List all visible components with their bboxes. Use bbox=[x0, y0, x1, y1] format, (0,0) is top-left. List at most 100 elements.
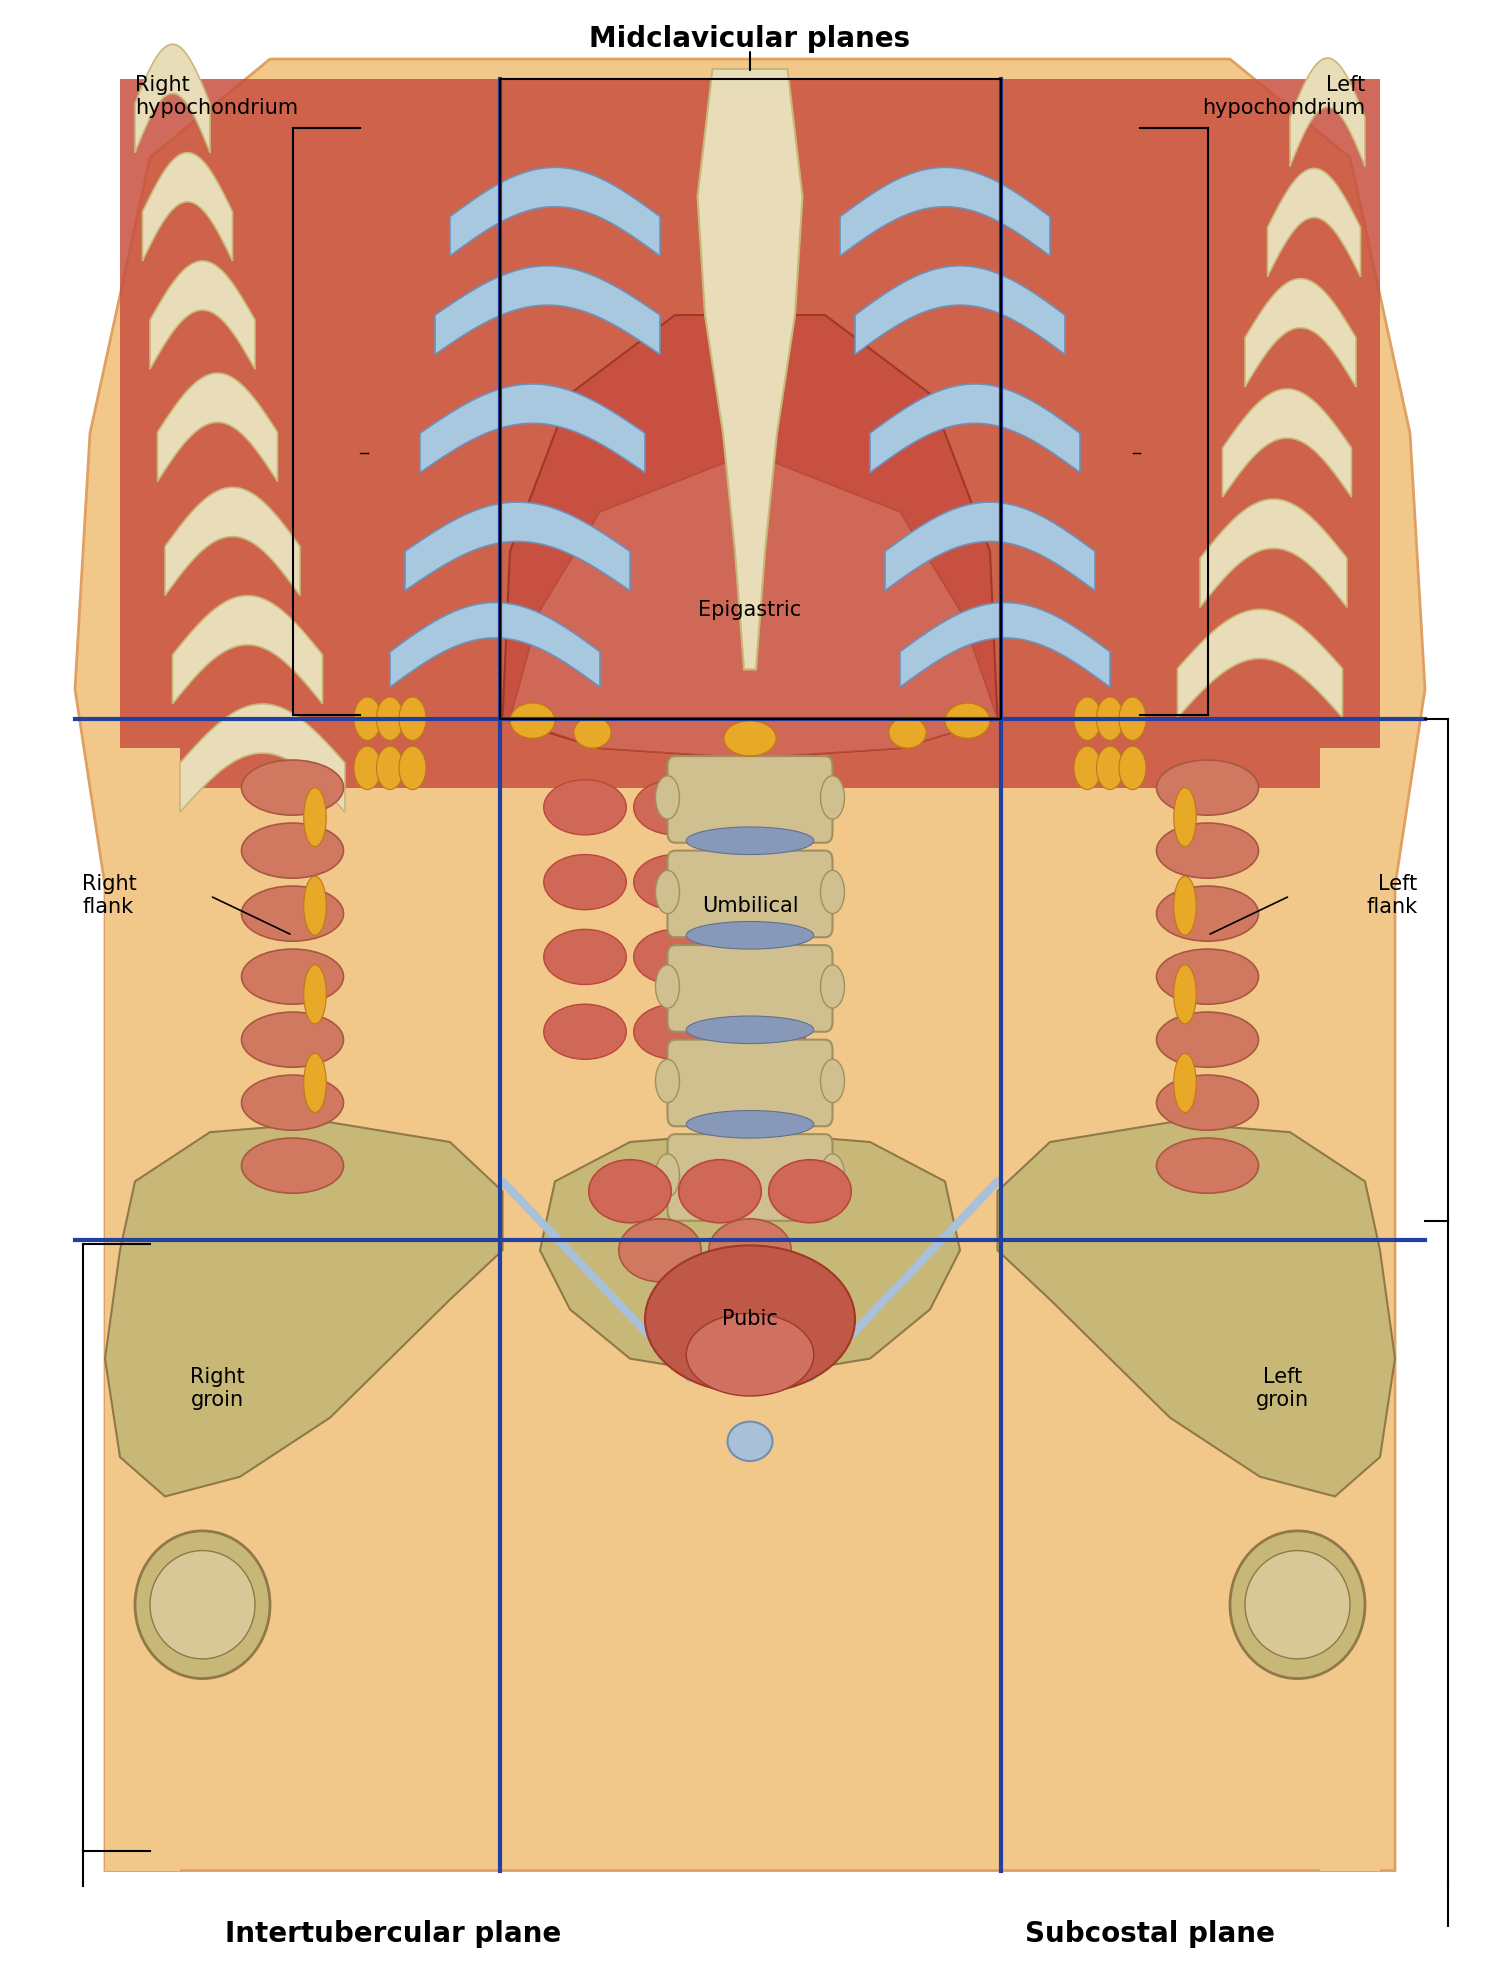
Ellipse shape bbox=[242, 949, 344, 1004]
Ellipse shape bbox=[376, 746, 404, 790]
Polygon shape bbox=[503, 315, 998, 758]
Polygon shape bbox=[420, 384, 645, 473]
Ellipse shape bbox=[573, 717, 612, 748]
Ellipse shape bbox=[728, 1422, 772, 1461]
FancyBboxPatch shape bbox=[668, 851, 832, 937]
Polygon shape bbox=[1320, 748, 1380, 1871]
Ellipse shape bbox=[1119, 746, 1146, 790]
Ellipse shape bbox=[1173, 788, 1197, 847]
Ellipse shape bbox=[354, 697, 381, 740]
Polygon shape bbox=[172, 597, 322, 703]
Text: Left
groin: Left groin bbox=[1256, 1366, 1310, 1410]
Ellipse shape bbox=[242, 886, 344, 941]
Ellipse shape bbox=[888, 717, 926, 748]
Text: Epigastric: Epigastric bbox=[699, 601, 801, 620]
Ellipse shape bbox=[678, 1160, 760, 1223]
Ellipse shape bbox=[1156, 760, 1258, 815]
Ellipse shape bbox=[618, 1219, 701, 1282]
Ellipse shape bbox=[1074, 697, 1101, 740]
Ellipse shape bbox=[135, 1532, 270, 1678]
Ellipse shape bbox=[686, 921, 813, 949]
Ellipse shape bbox=[1156, 949, 1258, 1004]
Polygon shape bbox=[135, 45, 210, 152]
FancyBboxPatch shape bbox=[668, 945, 832, 1032]
Ellipse shape bbox=[588, 1160, 672, 1223]
Ellipse shape bbox=[1096, 746, 1124, 790]
Polygon shape bbox=[540, 1132, 960, 1378]
Ellipse shape bbox=[1119, 697, 1146, 740]
Ellipse shape bbox=[723, 855, 807, 910]
Text: Right
flank: Right flank bbox=[82, 874, 138, 918]
Ellipse shape bbox=[686, 1313, 813, 1396]
Polygon shape bbox=[510, 453, 998, 758]
Text: Left
flank: Left flank bbox=[1366, 874, 1417, 918]
Ellipse shape bbox=[1173, 876, 1197, 935]
Ellipse shape bbox=[686, 827, 813, 855]
Polygon shape bbox=[1380, 0, 1500, 236]
Polygon shape bbox=[1268, 169, 1360, 276]
Ellipse shape bbox=[723, 929, 807, 984]
Polygon shape bbox=[1200, 500, 1347, 606]
Ellipse shape bbox=[242, 1138, 344, 1193]
Ellipse shape bbox=[1156, 1138, 1258, 1193]
Ellipse shape bbox=[821, 1154, 844, 1197]
Polygon shape bbox=[900, 603, 1110, 687]
Ellipse shape bbox=[686, 1111, 813, 1138]
Polygon shape bbox=[1245, 280, 1356, 386]
Ellipse shape bbox=[656, 776, 680, 819]
Polygon shape bbox=[435, 266, 660, 354]
Polygon shape bbox=[1222, 390, 1352, 496]
Ellipse shape bbox=[150, 1552, 255, 1658]
Polygon shape bbox=[180, 705, 345, 811]
Ellipse shape bbox=[354, 746, 381, 790]
Ellipse shape bbox=[1156, 1012, 1258, 1067]
Polygon shape bbox=[1290, 59, 1365, 165]
Ellipse shape bbox=[723, 1004, 807, 1059]
Polygon shape bbox=[998, 1122, 1395, 1496]
Ellipse shape bbox=[633, 929, 717, 984]
Polygon shape bbox=[142, 154, 232, 260]
Ellipse shape bbox=[399, 697, 426, 740]
Ellipse shape bbox=[708, 1219, 792, 1282]
FancyBboxPatch shape bbox=[668, 756, 832, 843]
Ellipse shape bbox=[821, 1059, 844, 1103]
FancyBboxPatch shape bbox=[668, 1134, 832, 1221]
Ellipse shape bbox=[1230, 1532, 1365, 1678]
Ellipse shape bbox=[768, 1160, 852, 1223]
Ellipse shape bbox=[723, 721, 777, 756]
Text: Right
groin: Right groin bbox=[190, 1366, 244, 1410]
Ellipse shape bbox=[945, 703, 990, 738]
Ellipse shape bbox=[242, 1075, 344, 1130]
Ellipse shape bbox=[376, 697, 404, 740]
Ellipse shape bbox=[303, 788, 327, 847]
Ellipse shape bbox=[543, 780, 627, 835]
Ellipse shape bbox=[543, 929, 627, 984]
Ellipse shape bbox=[1156, 823, 1258, 878]
Ellipse shape bbox=[1173, 965, 1197, 1024]
Ellipse shape bbox=[633, 855, 717, 910]
Polygon shape bbox=[698, 69, 802, 669]
Text: Right
hypochondrium: Right hypochondrium bbox=[135, 75, 298, 118]
Ellipse shape bbox=[543, 855, 627, 910]
Polygon shape bbox=[158, 374, 278, 480]
Polygon shape bbox=[105, 748, 180, 1871]
Ellipse shape bbox=[633, 1004, 717, 1059]
Ellipse shape bbox=[656, 1059, 680, 1103]
Ellipse shape bbox=[1156, 1075, 1258, 1130]
Ellipse shape bbox=[303, 876, 327, 935]
Ellipse shape bbox=[303, 1053, 327, 1112]
Text: Pubic: Pubic bbox=[722, 1309, 778, 1329]
Polygon shape bbox=[120, 79, 1380, 788]
Polygon shape bbox=[855, 266, 1065, 354]
Ellipse shape bbox=[723, 780, 807, 835]
Polygon shape bbox=[75, 59, 1425, 1871]
Ellipse shape bbox=[510, 703, 555, 738]
Polygon shape bbox=[450, 167, 660, 256]
Ellipse shape bbox=[543, 1004, 627, 1059]
Polygon shape bbox=[840, 167, 1050, 256]
Text: Subcostal plane: Subcostal plane bbox=[1024, 1920, 1275, 1947]
Ellipse shape bbox=[686, 1016, 813, 1044]
Ellipse shape bbox=[1074, 746, 1101, 790]
FancyBboxPatch shape bbox=[668, 1040, 832, 1126]
Polygon shape bbox=[390, 603, 600, 687]
